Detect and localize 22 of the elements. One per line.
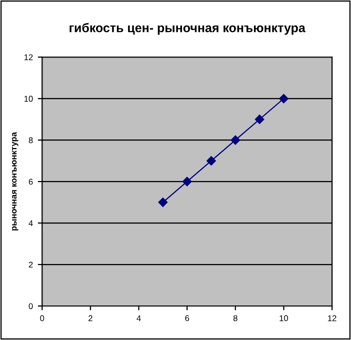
y-axis-title: рыночная конъюнктура <box>12 132 18 230</box>
y-tick-label: 8 <box>28 137 33 144</box>
x-tick-label: 4 <box>136 315 141 322</box>
x-tick-label: 10 <box>280 315 288 322</box>
point <box>230 135 240 145</box>
point <box>279 94 288 104</box>
x-tick-label: 12 <box>328 315 336 322</box>
y-tick-label: 4 <box>28 220 33 226</box>
point <box>182 176 192 186</box>
y-tick-label: 2 <box>28 262 33 268</box>
x-tick-label: 0 <box>40 315 44 322</box>
y-tick-label: 0 <box>28 303 33 310</box>
chart-title: гибкость цен- рыночная конъюнктура <box>70 22 306 35</box>
point <box>158 198 168 207</box>
point <box>206 156 216 166</box>
y-tick-label: 10 <box>24 96 33 102</box>
y-tick-label: 12 <box>24 54 33 60</box>
x-tick-label: 2 <box>88 315 92 322</box>
y-tick-label: 6 <box>28 178 33 185</box>
x-tick-label: 8 <box>233 315 238 322</box>
x-tick-label: 6 <box>185 315 190 322</box>
point <box>254 114 264 124</box>
